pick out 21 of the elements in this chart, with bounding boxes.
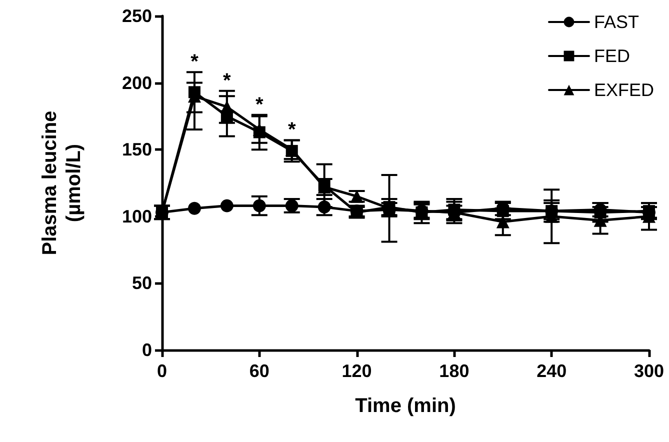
legend-label: FED (594, 46, 630, 66)
y-tick-label: 0 (142, 340, 152, 360)
x-axis-title: Time (min) (355, 395, 456, 417)
x-tick-label: 120 (342, 361, 372, 381)
y-tick-label: 150 (122, 140, 152, 160)
annotation: * (256, 94, 264, 116)
x-tick-label: 0 (156, 361, 168, 381)
annotation: * (190, 51, 199, 74)
x-tick-label: 240 (536, 361, 567, 381)
legend-label: FAST (594, 12, 640, 32)
y-axis-title: Plasma leucine (µmol/L) (39, 110, 85, 256)
annotation: * (223, 70, 232, 92)
x-tick-label: 60 (249, 361, 270, 381)
y-tick-label: 50 (132, 273, 152, 294)
annotation: * (288, 119, 296, 142)
legend-label: EXFED (594, 80, 654, 100)
x-tick-label: 180 (439, 361, 470, 381)
y-tick-label: 100 (122, 206, 152, 226)
y-tick-label: 250 (122, 6, 152, 26)
y-tick-label: 200 (122, 72, 152, 93)
x-tick-label: 300 (634, 361, 664, 381)
